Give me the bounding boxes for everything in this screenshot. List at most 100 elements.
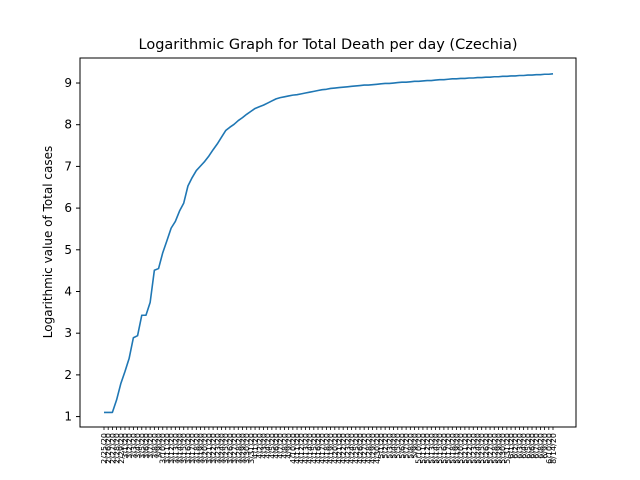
x-tick-label: 4/10/20 <box>289 433 298 464</box>
x-tick-label: 3/27/20 <box>230 433 239 464</box>
plot-area <box>104 73 554 414</box>
x-tick-label: 4/3/20 <box>259 433 268 459</box>
x-tick-label: 4/11/20 <box>293 433 302 464</box>
x-tick-label: 6/5/20 <box>524 433 533 459</box>
y-tick-label: 3 <box>64 326 72 340</box>
series-line <box>104 73 554 414</box>
x-tick-label: 3/28/20 <box>234 433 243 464</box>
x-tick-label: 4/30/20 <box>373 433 382 464</box>
y-tick-label: 6 <box>64 201 72 215</box>
x-tick-label: 4/22/20 <box>339 433 348 464</box>
x-tick-label: 4/20/20 <box>331 433 340 464</box>
y-tick-label: 9 <box>64 76 72 90</box>
x-tick-label: 6/6/20 <box>528 433 537 459</box>
x-tick-label: 8/14/20 <box>549 433 558 464</box>
x-tick-label: 5/24/20 <box>473 433 482 464</box>
x-tick-label: 5/18/20 <box>448 433 457 464</box>
plot-frame <box>79 57 577 428</box>
x-tick-label: 3/4/20 <box>134 433 143 459</box>
x-tick-label: 6/3/20 <box>515 433 524 459</box>
y-axis-label: Logarithmic value of Total cases <box>41 146 55 338</box>
x-tick-label: 3/10/20 <box>159 433 168 464</box>
x-tick-label: 4/25/20 <box>352 433 361 464</box>
x-tick-label: 3/6/20 <box>142 433 151 459</box>
x-tick-label: 4/12/20 <box>297 433 306 464</box>
x-tick-label: 5/27/20 <box>486 433 495 464</box>
x-tick-label: 2/29/20 <box>117 433 126 464</box>
x-tick-label: 5/8/20 <box>406 433 415 459</box>
x-tick-label: 3/1/20 <box>121 433 130 459</box>
x-tick-label: 5/13/20 <box>427 433 436 464</box>
x-tick-label: 5/6/20 <box>398 433 407 459</box>
x-tick-label: 5/12/20 <box>423 433 432 464</box>
x-tick-label: 4/1/20 <box>251 433 260 459</box>
x-tick-label: 4/16/20 <box>314 433 323 464</box>
x-tick-label: 3/12/20 <box>167 433 176 464</box>
x-tick-label: 4/15/20 <box>310 433 319 464</box>
x-tick-label: 3/24/20 <box>217 433 226 464</box>
x-tick-label: 3/23/20 <box>213 433 222 464</box>
x-tick-label: 3/5/20 <box>138 433 147 459</box>
x-tick-label: 3/22/20 <box>209 433 218 464</box>
x-tick-label: 6/1/20 <box>507 433 516 459</box>
x-tick-label: 4/21/20 <box>335 433 344 464</box>
x-tick-label: 3/8/20 <box>150 433 159 459</box>
y-tick-label: 7 <box>64 159 72 173</box>
x-tick-label: 4/5/20 <box>268 433 277 459</box>
chart-title: Logarithmic Graph for Total Death per da… <box>139 37 518 53</box>
x-tick-label: 6/7/20 <box>532 433 541 459</box>
x-tick-label: 5/5/20 <box>394 433 403 459</box>
x-tick-label: 5/1/20 <box>377 433 386 459</box>
x-tick-label: 2/26/20 <box>104 433 113 464</box>
x-tick-label: 5/19/20 <box>452 433 461 464</box>
x-tick-label: 3/20/20 <box>201 433 210 464</box>
x-tick-label: 3/9/20 <box>155 433 164 459</box>
x-tick-label: 3/7/20 <box>146 433 155 459</box>
x-tick-label: 3/11/20 <box>163 433 172 464</box>
y-axis: 1 2 3 4 5 6 7 8 9 <box>64 76 80 424</box>
x-tick-label: 5/4/20 <box>390 433 399 459</box>
x-tick-label: 4/26/20 <box>356 433 365 464</box>
x-tick-label: 3/14/20 <box>176 433 185 464</box>
x-tick-label: 4/27/20 <box>360 433 369 464</box>
x-tick-label: 6/10/20 <box>545 433 554 464</box>
x-tick-label: 4/29/20 <box>369 433 378 464</box>
x-tick-label: 2/25/20 <box>100 433 109 464</box>
x-tick-label: 5/10/20 <box>415 433 424 464</box>
x-tick-label: 5/3/20 <box>385 433 394 459</box>
x-tick-label: 3/17/20 <box>188 433 197 464</box>
x-tick-label: 5/28/20 <box>490 433 499 464</box>
x-tick-label: 5/30/20 <box>499 433 508 464</box>
x-tick-label: 4/18/20 <box>322 433 331 464</box>
x-tick-label: 5/20/20 <box>457 433 466 464</box>
x-tick-label: 3/21/20 <box>205 433 214 464</box>
x-tick-label: 5/21/20 <box>461 433 470 464</box>
x-tick-label: 3/18/20 <box>192 433 201 464</box>
x-tick-label: 6/8/20 <box>536 433 545 459</box>
x-tick-label: 4/13/20 <box>301 433 310 464</box>
x-tick-label: 4/14/20 <box>306 433 315 464</box>
x-tick-label: 4/24/20 <box>348 433 357 464</box>
x-tick-label: 3/15/20 <box>180 433 189 464</box>
x-tick-label: 5/15/20 <box>436 433 445 464</box>
x-tick-label: 4/6/20 <box>272 433 281 459</box>
x-tick-label: 3/19/20 <box>197 433 206 464</box>
x-tick-label: 5/14/20 <box>432 433 441 464</box>
x-tick-label: 5/25/20 <box>478 433 487 464</box>
x-tick-label: 5/26/20 <box>482 433 491 464</box>
x-tick-label: 3/3/20 <box>129 433 138 459</box>
x-tick-label: 4/28/20 <box>364 433 373 464</box>
x-tick-label: 5/23/20 <box>469 433 478 464</box>
x-tick-label: 5/16/20 <box>440 433 449 464</box>
x-tick-label: 5/31/20 <box>503 433 512 464</box>
y-tick-label: 1 <box>64 410 72 424</box>
y-tick-label: 4 <box>64 284 72 298</box>
x-tick-label: 5/7/20 <box>402 433 411 459</box>
x-tick-label: 3/25/20 <box>222 433 231 464</box>
x-tick-label: 4/19/20 <box>327 433 336 464</box>
y-tick-label: 2 <box>64 368 72 382</box>
y-tick-label: 8 <box>64 118 72 132</box>
x-tick-label: 6/2/20 <box>511 433 520 459</box>
